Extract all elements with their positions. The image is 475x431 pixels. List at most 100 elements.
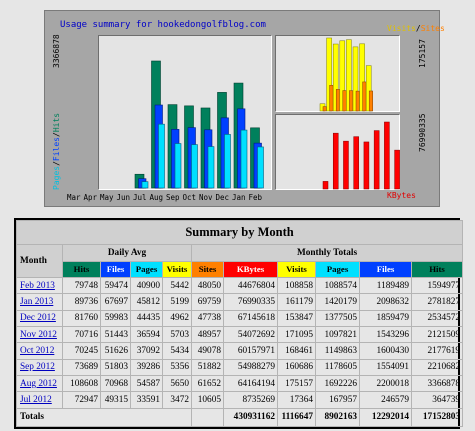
table-cell: 2177619 [410,342,464,360]
bar-pages [240,129,248,189]
bar-visits [365,65,372,112]
bar-sites [349,90,354,112]
table-cell: 37092 [130,342,163,360]
bar-visits [359,43,365,112]
month-cell: Nov 2012 [16,326,63,344]
month-link[interactable]: Dec 2012 [20,313,56,324]
total-sites [191,407,224,428]
month-tick-label: May [100,193,114,202]
month-link[interactable]: Jan 2013 [20,297,54,308]
table-cell: 39286 [130,358,163,376]
table-cell: 246579 [359,391,412,409]
daily-col-pages: Pages [130,260,163,279]
month-link[interactable]: Oct 2012 [20,346,55,356]
table-cell: 64164194 [223,374,278,393]
month-link[interactable]: Jul 2012 [20,394,52,405]
table-cell: 45812 [130,293,163,311]
table-cell: 70968 [100,374,131,393]
table-cell: 1420179 [315,293,360,311]
table-cell: 76990335 [223,293,278,311]
table-cell: 2781827 [410,293,464,311]
table-cell: 73689 [62,358,101,376]
bar-sites [368,90,373,112]
table-cell: 1543296 [359,326,412,344]
table-cell: 108858 [277,277,316,295]
month-link[interactable]: Feb 2013 [20,280,55,291]
table-cell: 5650 [162,374,192,393]
table-cell: 48957 [191,326,224,344]
table-cell: 160686 [277,358,316,376]
bar-pages [191,144,198,189]
month-tick-label: Feb [249,193,263,202]
bar-pages [257,146,264,189]
daily-col-hits: Hits [62,260,101,279]
totals-row: Totals 430931162 1116647 8902163 1229201… [16,407,464,428]
sites-legend: Visits/Sites [387,24,445,33]
legend-sites: Sites [420,24,445,33]
table-cell: 47738 [191,309,224,328]
bar-sites [362,81,367,112]
summary-table: Summary by Month Month Daily Avg Monthly… [15,219,464,428]
table-cell: 2098632 [359,293,412,311]
month-cell: Sep 2012 [16,358,63,376]
table-cell: 1097821 [315,326,360,344]
month-tick-label: Nov [199,193,213,202]
table-cell: 49315 [100,391,131,409]
month-tick-label: Apr [84,193,98,202]
legend-sep: / [415,24,421,33]
bar-visits [346,39,352,112]
table-cell: 2534572 [410,309,464,328]
month-tick-label: Sep [166,193,180,202]
bar-kbytes [373,130,380,190]
bar-kbytes [394,149,400,190]
month-cell: Feb 2013 [16,277,63,295]
table-cell: 2200018 [359,374,412,393]
bar-visits [339,40,346,112]
bar-kbytes [322,181,329,190]
table-cell: 5442 [162,277,192,295]
table-row: Jul 2012 72947 49315 33591 3472 10605 8735269 1… [16,391,464,409]
bar-sites [355,90,360,112]
month-tick-label: Jun [117,193,131,202]
month-link[interactable]: Sep 2012 [20,362,55,373]
totals-label: Totals [16,407,192,428]
bar-visits [332,43,339,112]
daily-col-files: Files [100,260,131,279]
month-tick-label: Mar [67,193,81,202]
table-cell: 1692226 [315,374,360,393]
table-cell: 67145618 [223,309,278,328]
table-cell: 10605 [191,391,224,409]
total-pages: 8902163 [315,407,360,428]
table-cell: 54072692 [223,326,278,344]
table-cell: 364739 [410,391,464,409]
month-cell: Dec 2012 [16,309,63,328]
table-cell: 69759 [191,293,224,311]
table-cell: 2210682 [410,358,464,376]
table-cell: 44435 [130,309,163,328]
bar-pages [141,181,149,189]
table-cell: 1189489 [359,277,412,295]
month-tick-label: Oct [183,193,197,202]
month-header: Month [16,244,63,279]
bar-sites [322,106,327,112]
month-link[interactable]: Aug 2012 [20,378,57,389]
table-cell: 1859479 [359,309,412,328]
month-link[interactable]: Nov 2012 [20,329,57,340]
total-files: 12292014 [359,407,412,428]
table-cell: 171095 [277,326,316,344]
summary-title: Summary by Month [15,219,464,246]
summary-body: Feb 2013 79748 59474 40900 5442 48050 44676804… [16,277,464,409]
bar-sites [329,85,334,112]
month-cell: Jul 2012 [16,391,63,409]
kbytes-label: KBytes [387,191,416,200]
bar-kbytes [363,141,370,190]
table-cell: 1554091 [359,358,412,376]
bar-kbytes [332,132,339,190]
table-row: Oct 2012 70245 51626 37092 5434 49078 60157971… [16,342,464,360]
daily-col-visits: Visits [162,260,192,279]
chart-area: Usage summary for hookedongolfblog.com 3… [0,0,475,215]
month-cell: Oct 2012 [16,342,63,360]
table-row: Dec 2012 81760 59983 44435 4962 47738 67145618… [16,309,464,328]
table-cell: 36594 [130,326,163,344]
table-cell: 175157 [277,374,316,393]
